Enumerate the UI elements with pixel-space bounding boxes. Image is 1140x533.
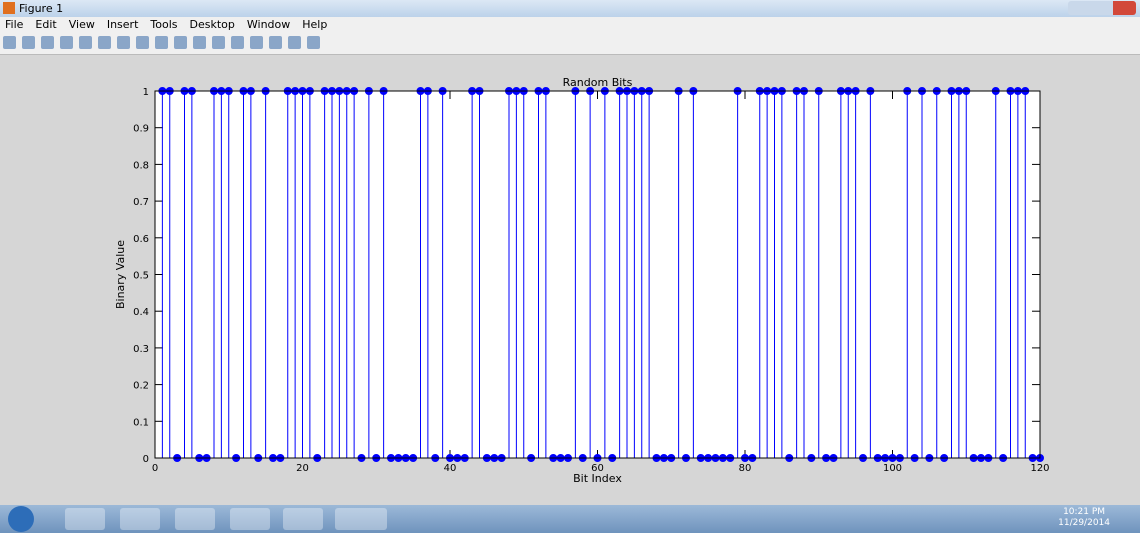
y-tick-label: 0.7 [133, 197, 149, 208]
y-tick-label: 0.2 [133, 381, 149, 392]
title-bar: Figure 1 [0, 0, 1140, 17]
y-tick-label: 0 [143, 454, 149, 465]
taskbar: 10:21 PM 11/29/2014 [0, 505, 1140, 533]
toolbar [0, 32, 1140, 55]
y-tick-label: 0.9 [133, 124, 149, 135]
figure: Random Bits Bit Index Binary Value 0 0.1 0.2 0… [114, 76, 1050, 485]
clock: 10:21 PM 11/29/2014 [1058, 507, 1110, 529]
x-tick-label: 120 [1030, 463, 1049, 474]
x-tick-label: 20 [296, 463, 309, 474]
menu-item[interactable]: Window [246, 18, 291, 31]
window-buttons[interactable] [1068, 1, 1136, 15]
y-tick-label: 0.8 [133, 160, 149, 171]
app-icon [3, 2, 15, 14]
y-axis-label: Binary Value [114, 240, 127, 309]
menu-bar: File Edit View Insert Tools Desktop Window Help [0, 17, 1140, 32]
task-icon[interactable] [230, 508, 270, 530]
date: 11/29/2014 [1058, 518, 1110, 528]
menu-item[interactable]: Tools [150, 18, 178, 31]
x-tick-label: 80 [739, 463, 752, 474]
x-tick-label: 100 [883, 463, 902, 474]
y-tick-label: 0.1 [133, 417, 149, 428]
task-icon[interactable] [283, 508, 323, 530]
task-icon[interactable] [175, 508, 215, 530]
task-icon[interactable] [335, 508, 387, 530]
menu-item[interactable]: File [5, 18, 24, 31]
x-tick-label: 60 [591, 463, 604, 474]
menu-item[interactable]: Insert [106, 18, 139, 31]
menu-item[interactable]: Help [302, 18, 328, 31]
time: 10:21 PM [1063, 507, 1106, 517]
axes-frame [154, 90, 1041, 459]
y-tick-label: 0.5 [133, 271, 149, 282]
menu-item[interactable]: View [68, 18, 95, 31]
y-tick-label: 0.6 [133, 234, 149, 245]
menu-item[interactable]: Desktop [189, 18, 235, 31]
x-tick-label: 40 [444, 463, 457, 474]
task-icon[interactable] [120, 508, 160, 530]
window-title: Figure 1 [19, 2, 64, 15]
start-button[interactable] [8, 506, 34, 532]
chart-title: Random Bits [563, 76, 633, 89]
y-tick-label: 0.4 [133, 307, 149, 318]
x-axis-label: Bit Index [573, 472, 622, 485]
y-tick-label: 0.3 [133, 344, 149, 355]
y-tick-label: 1 [143, 87, 149, 98]
menu-item[interactable]: Edit [35, 18, 57, 31]
task-icon[interactable] [65, 508, 105, 530]
x-tick-label: 0 [152, 463, 158, 474]
